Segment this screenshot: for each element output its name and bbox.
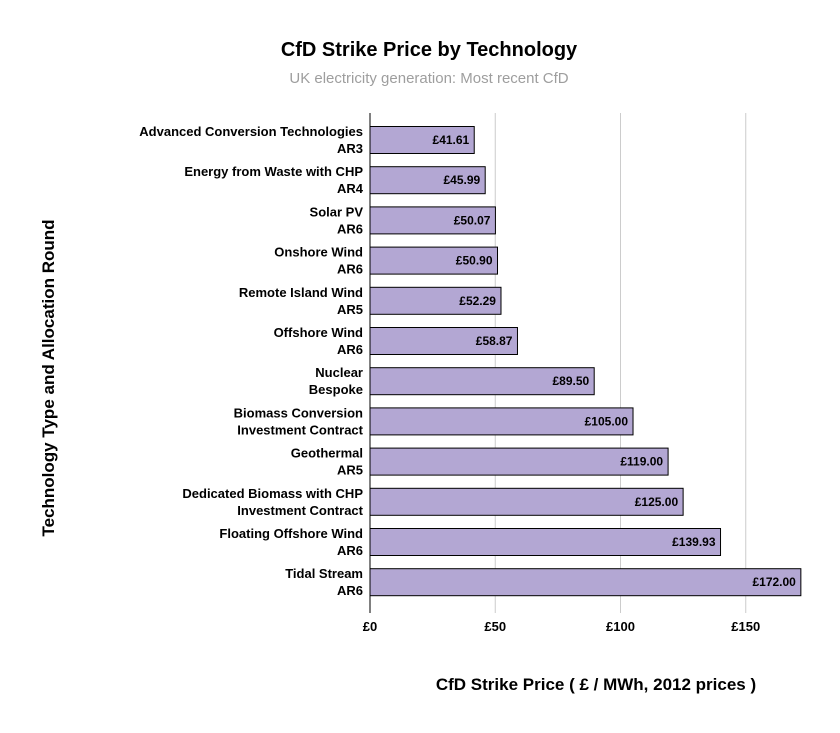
- x-tick-label: £50: [484, 619, 506, 634]
- category-label-line: AR6: [337, 583, 363, 598]
- category-labels: Advanced Conversion Technologies AR3 Energ…: [139, 124, 363, 598]
- bar: [369, 528, 722, 556]
- category-label-line: Investment Contract: [237, 422, 363, 437]
- y-axis-title: Technology Type and Allocation Round: [39, 219, 58, 536]
- x-axis-title: CfD Strike Price ( £ / MWh, 2012 prices …: [436, 675, 756, 694]
- category-label: Dedicated Biomass with CHP Investment Con…: [182, 486, 363, 518]
- category-label-line: AR6: [337, 342, 363, 357]
- category-label-line: Bespoke: [309, 382, 363, 397]
- category-label: Tidal Stream AR6: [285, 566, 363, 598]
- category-label-line: Dedicated Biomass with CHP: [182, 486, 363, 501]
- category-label-line: Remote Island Wind: [239, 285, 363, 300]
- category-label-line: AR6: [337, 262, 363, 277]
- x-tick-label: £0: [363, 619, 377, 634]
- category-label-line: AR5: [337, 302, 363, 317]
- bar-value-label: £50.90: [456, 254, 493, 268]
- category-label-line: AR3: [337, 141, 363, 156]
- bar-value-label: £105.00: [585, 414, 629, 428]
- category-label-line: AR5: [337, 463, 363, 478]
- bar-value-label: £119.00: [620, 455, 663, 469]
- bars: £41.61 £45.99 £50.07 £50.90 £52.29 £58.87 £89.…: [369, 126, 802, 597]
- category-label: Offshore Wind AR6: [274, 325, 363, 357]
- bar: [369, 367, 595, 396]
- bar: [369, 286, 502, 315]
- bar: [369, 126, 475, 154]
- bar-value-label: £139.93: [672, 535, 716, 549]
- x-tick-label: £100: [606, 619, 635, 634]
- category-label: Advanced Conversion Technologies AR3: [139, 124, 363, 156]
- bar: [369, 166, 486, 195]
- category-label-line: Investment Contract: [237, 503, 363, 518]
- category-label: Onshore Wind AR6: [274, 245, 363, 277]
- category-label-line: Biomass Conversion: [234, 405, 363, 420]
- bar-value-label: £58.87: [476, 334, 513, 348]
- category-label-line: Offshore Wind: [274, 325, 363, 340]
- bar-value-label: £45.99: [444, 173, 481, 187]
- chart-subtitle: UK electricity generation: Most recent C…: [289, 70, 568, 87]
- category-label-line: Floating Offshore Wind: [219, 526, 363, 541]
- category-label: Solar PV AR6: [310, 204, 364, 236]
- category-label-line: AR6: [337, 221, 363, 236]
- category-label: Geothermal AR5: [291, 446, 363, 478]
- category-label-line: Energy from Waste with CHP: [184, 164, 363, 179]
- category-label-line: AR6: [337, 543, 363, 558]
- bar: [369, 206, 496, 235]
- category-label-line: Advanced Conversion Technologies: [139, 124, 363, 139]
- category-label: Remote Island Wind AR5: [239, 285, 363, 317]
- category-label-line: Solar PV: [310, 204, 364, 219]
- category-label-line: Onshore Wind: [274, 245, 363, 260]
- category-label-line: Tidal Stream: [285, 566, 363, 581]
- bar: [369, 327, 518, 355]
- category-label: Biomass Conversion Investment Contract: [234, 405, 364, 437]
- category-label: Nuclear Bespoke: [309, 365, 363, 397]
- category-label-line: Geothermal: [291, 446, 363, 461]
- category-label: Energy from Waste with CHP AR4: [184, 164, 363, 196]
- bar-value-label: £172.00: [752, 575, 796, 589]
- x-axis-ticks: £0 £50 £100 £150: [363, 619, 760, 634]
- bar-value-label: £125.00: [635, 495, 679, 509]
- bar: [369, 568, 802, 597]
- category-label-line: Nuclear: [315, 365, 363, 380]
- category-label-line: AR4: [337, 181, 364, 196]
- category-label: Floating Offshore Wind AR6: [219, 526, 363, 558]
- bar-value-label: £52.29: [459, 294, 496, 308]
- bar-value-label: £89.50: [552, 374, 589, 388]
- bar-value-label: £50.07: [454, 213, 491, 227]
- x-tick-label: £150: [731, 619, 760, 634]
- bar-value-label: £41.61: [433, 133, 470, 147]
- chart-title: CfD Strike Price by Technology: [281, 39, 578, 61]
- bar: [369, 246, 499, 275]
